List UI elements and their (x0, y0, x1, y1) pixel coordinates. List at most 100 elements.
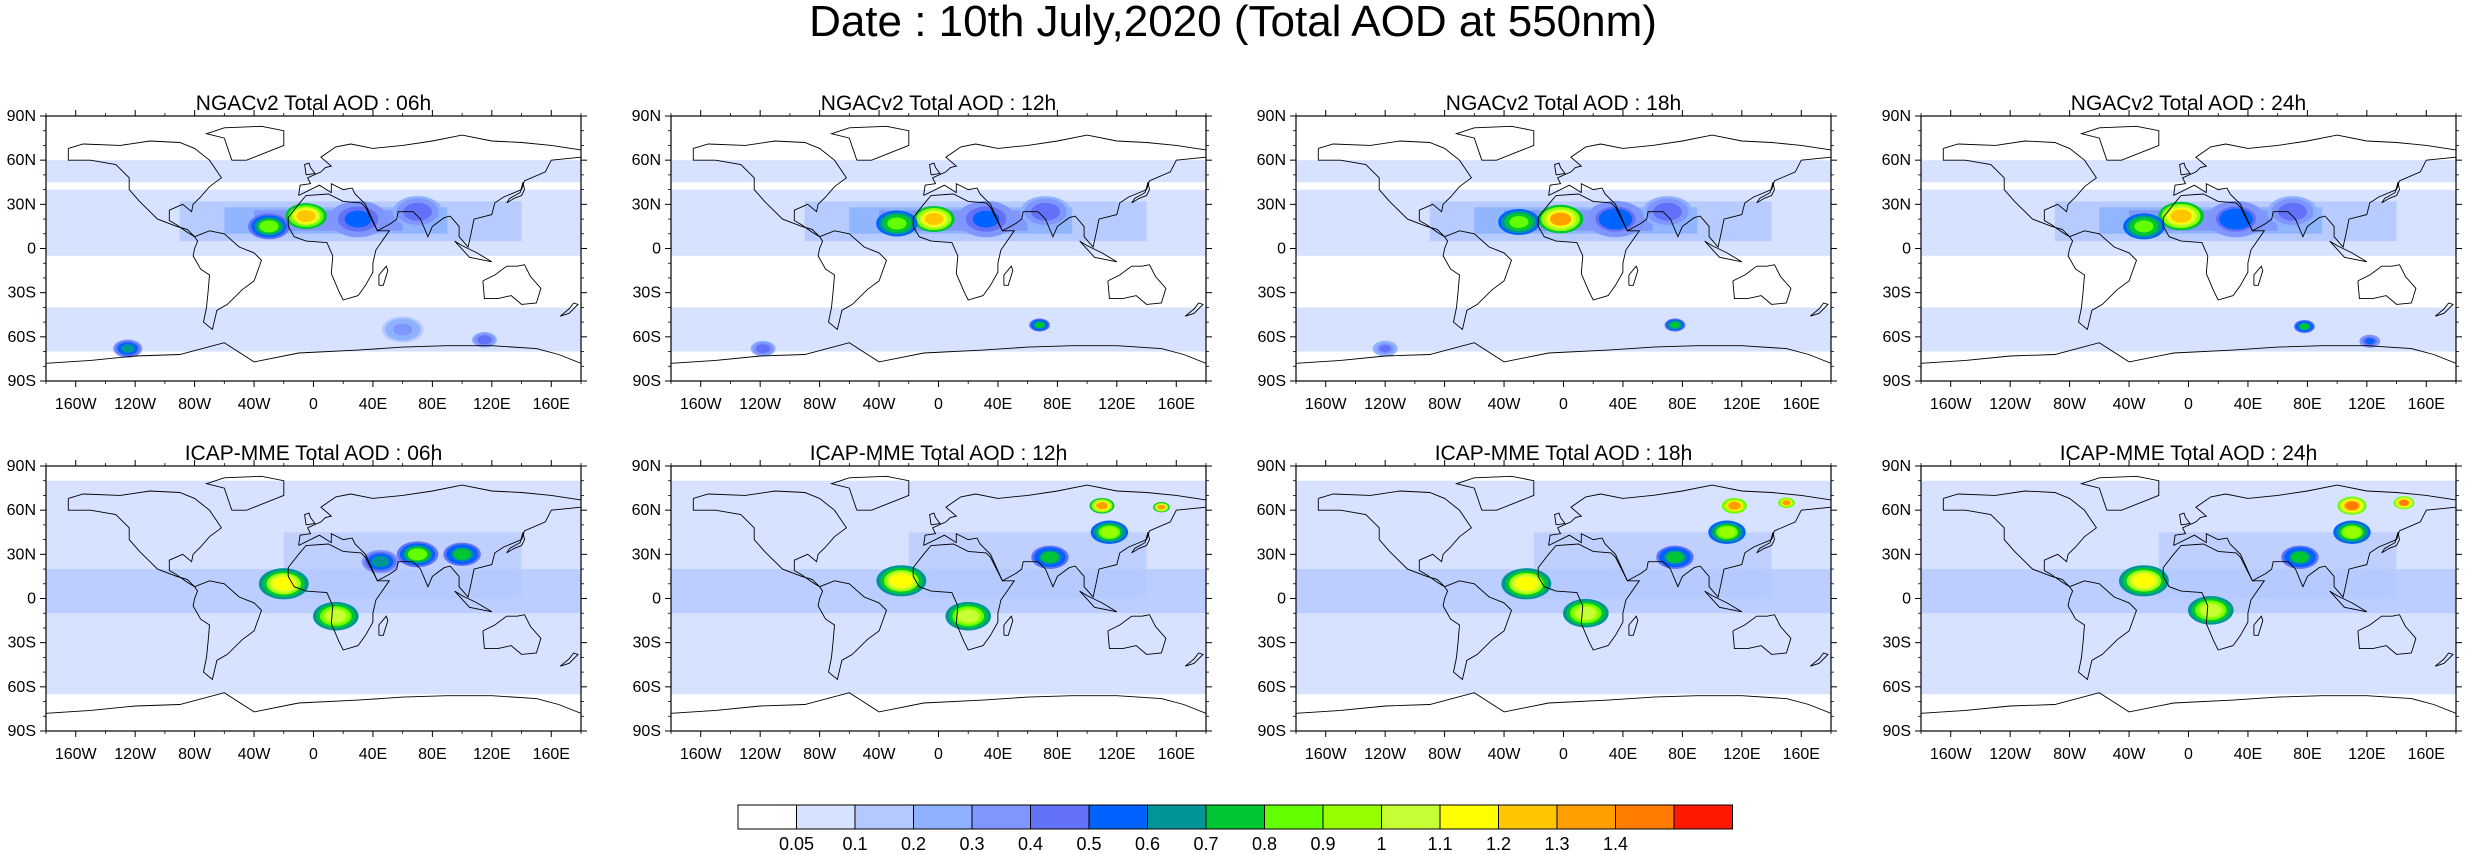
lat-tick-label: 30N (7, 196, 36, 213)
coastline-britain (929, 162, 941, 176)
lon-tick-label: 40W (1488, 746, 1522, 763)
coastline-greenland (1454, 125, 1535, 161)
lat-tick-label: 60S (1258, 329, 1286, 346)
aod-hotspot (2222, 210, 2250, 228)
aod-hotspot (453, 548, 471, 560)
lon-tick-label: 40E (359, 396, 387, 413)
lat-tick-label: 60N (7, 502, 36, 519)
aod-hotspot (2281, 204, 2305, 219)
lon-tick-label: 80E (418, 396, 446, 413)
coastline-greenland (2079, 475, 2160, 511)
colorbar-label: 1 (1376, 834, 1386, 852)
colorbar-swatch (971, 804, 1031, 830)
lat-tick-label: 60S (1258, 679, 1286, 696)
colorbar-swatch (854, 804, 914, 830)
coastline-australia (1732, 264, 1792, 305)
aod-map: 90N 60N 30N 0 30S 60S 90S 160W 120W 80W 40W 0 40E 80E… (1257, 108, 1837, 413)
aod-hotspot (2200, 603, 2222, 617)
coastline-africa (287, 543, 391, 651)
aod-hotspot (2343, 526, 2361, 538)
map-panel: ICAP-MME Total AOD : 06h 90N 60N 30N 0 30S 60S… (0, 442, 587, 774)
main-title: Date : 10th July,2020 (Total AOD at 550n… (809, 0, 1657, 46)
coastline-japan (506, 182, 525, 204)
coastline-indonesia (1079, 590, 1118, 613)
lon-tick-label: 40W (863, 746, 897, 763)
coastline-africa (912, 543, 1016, 651)
lat-tick-label: 90N (7, 458, 36, 475)
coastline-britain (929, 512, 941, 526)
lon-tick-label: 160E (1158, 746, 1195, 763)
lon-tick-label: 160W (680, 746, 723, 763)
lat-tick-label: 60N (1257, 152, 1286, 169)
coastline-antarctica (46, 342, 581, 364)
lon-tick-label: 160W (55, 396, 98, 413)
coastline-japan (1756, 532, 1775, 554)
coastline-greenland (204, 125, 285, 161)
lon-tick-label: 120W (1989, 396, 2032, 413)
lon-tick-label: 40E (1609, 396, 1637, 413)
coastline-greenland (829, 125, 910, 161)
coastline-madagascar (2253, 265, 2264, 286)
coastline-eurasia (298, 134, 581, 248)
coastline-australia (482, 264, 542, 305)
coastline-africa (912, 193, 1016, 301)
coastline-south-america (1442, 230, 1513, 331)
coastline-north-america (1317, 490, 1473, 588)
map-field (46, 466, 581, 731)
coastline-greenland (2079, 125, 2160, 161)
map-field (1296, 466, 1831, 731)
map-panel: ICAP-MME Total AOD : 12h 90N 60N 30N 0 30S 60S… (625, 442, 1212, 774)
lon-tick-label: 0 (934, 746, 943, 763)
colorbar-label: 0.05 (779, 834, 814, 852)
panel-title: ICAP-MME Total AOD : 12h (809, 442, 1068, 465)
lon-tick-label: 80E (1043, 396, 1071, 413)
lat-tick-label: 90S (1258, 723, 1286, 740)
colorbar-label: 0.5 (1076, 834, 1101, 852)
coastline-antarctica (671, 342, 1206, 364)
colorbar-swatch (1205, 804, 1265, 830)
coastline-antarctica (1296, 342, 1831, 364)
coastline-australia (1107, 264, 1167, 305)
lon-tick-label: 160E (1783, 746, 1820, 763)
aod-hotspot (259, 220, 279, 233)
aod-hotspot (325, 609, 347, 623)
coastline-south-america (2067, 580, 2138, 681)
coastline-new-zealand (1184, 302, 1204, 317)
lon-tick-label: 0 (309, 396, 318, 413)
lon-tick-label: 160W (1930, 396, 1973, 413)
coastline-madagascar (1003, 615, 1014, 636)
coastline-eurasia (1548, 484, 1831, 598)
aod-hotspot (2134, 220, 2154, 233)
lat-tick-label: 90N (7, 108, 36, 125)
aod-map: 90N 60N 30N 0 30S 60S 90S 160W 120W 80W 40W 0 40E 80E… (1882, 108, 2462, 413)
aod-hotspot (2365, 338, 2375, 345)
lon-tick-label: 40E (1609, 746, 1637, 763)
coastline-new-zealand (2434, 652, 2454, 667)
coastline-antarctica (1921, 692, 2456, 714)
lon-tick-label: 80W (2053, 396, 2087, 413)
lon-tick-label: 40W (238, 396, 272, 413)
coastline-britain (2179, 162, 2191, 176)
aod-hotspot (407, 548, 428, 561)
coastline-australia (2357, 614, 2417, 655)
coastline-new-zealand (559, 302, 579, 317)
aod-hotspot (1041, 551, 1059, 563)
coastline-madagascar (1003, 265, 1014, 286)
lat-tick-label: 90N (1882, 458, 1911, 475)
coastline-africa (1537, 543, 1641, 651)
lat-tick-label: 60S (8, 679, 36, 696)
coastline-north-america (67, 490, 223, 588)
aod-hotspot (924, 213, 944, 226)
lat-tick-label: 30N (1257, 546, 1286, 563)
colorbar-swatch (1439, 804, 1499, 830)
lon-tick-label: 160E (2408, 746, 2445, 763)
colorbar-label: 0.1 (842, 834, 867, 852)
lat-tick-label: 60N (1882, 152, 1911, 169)
aod-hotspot (1033, 204, 1058, 219)
lat-tick-label: 30S (1883, 635, 1911, 652)
coastline-south-america (2067, 230, 2138, 331)
coastline-australia (2357, 264, 2417, 305)
coastline-north-america (1942, 490, 2098, 588)
aod-hotspot (2399, 499, 2409, 506)
aod-hotspot (1670, 322, 1680, 329)
